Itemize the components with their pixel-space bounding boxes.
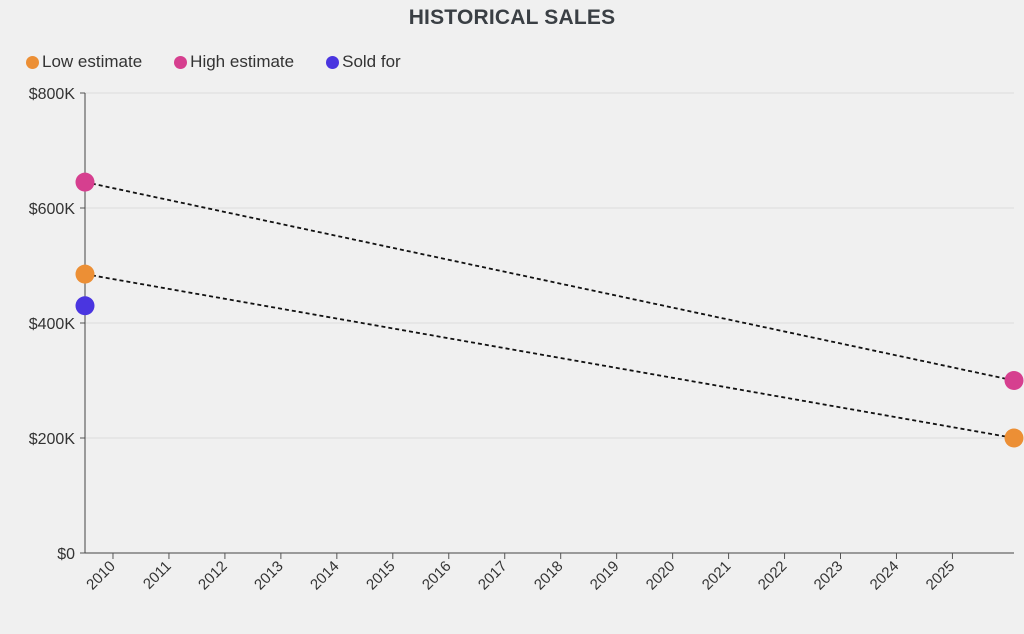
y-tick-label: $0 (57, 546, 75, 563)
trend-line-low-estimate (84, 273, 1015, 439)
x-tick-label: 2023 (811, 558, 847, 594)
legend-dot-low-estimate (26, 55, 39, 69)
legend-item-high-estimate[interactable]: High estimate (174, 52, 294, 72)
x-tick-label: 2019 (587, 558, 623, 594)
x-tick-label: 2010 (83, 558, 119, 594)
x-tick-label: 2013 (251, 558, 287, 594)
x-tick-label: 2018 (531, 558, 567, 594)
trend-line-high-estimate (84, 181, 1015, 382)
y-tick-label: $400K (29, 316, 76, 333)
x-tick-label: 2020 (643, 558, 679, 594)
legend-item-low-estimate[interactable]: Low estimate (26, 52, 142, 72)
data-point-sold-for (75, 296, 95, 316)
data-point-low-estimate (1004, 428, 1024, 448)
x-tick-label: 2012 (195, 558, 231, 594)
data-point-low-estimate (75, 264, 95, 284)
x-tick-label: 2014 (307, 558, 343, 594)
data-point-high-estimate (1004, 371, 1024, 390)
x-tick-label: 2024 (867, 558, 903, 594)
chart-title: HISTORICAL SALES (408, 6, 616, 29)
y-tick-label: $800K (29, 86, 76, 103)
legend-label-low-estimate: Low estimate (42, 52, 143, 71)
x-tick-label: 2011 (140, 558, 175, 593)
y-tick-label: $600K (29, 201, 76, 218)
x-tick-label: 2022 (755, 558, 791, 594)
x-tick-label: 2016 (419, 558, 455, 594)
legend-label-high-estimate: High estimate (190, 52, 295, 71)
legend-dot-sold-for (326, 55, 340, 69)
x-tick-label: 2025 (923, 558, 959, 594)
legend-dot-high-estimate (174, 55, 188, 69)
legend: Low estimate High estimate Sold for (26, 52, 433, 72)
x-tick-label: 2015 (363, 558, 399, 594)
legend-label-sold-for: Sold for (342, 52, 401, 71)
legend-item-sold-for[interactable]: Sold for (326, 52, 401, 72)
x-tick-label: 2021 (699, 558, 735, 594)
data-point-high-estimate (75, 172, 95, 192)
x-tick-label: 2017 (475, 558, 511, 594)
y-tick-label: $200K (29, 431, 76, 448)
